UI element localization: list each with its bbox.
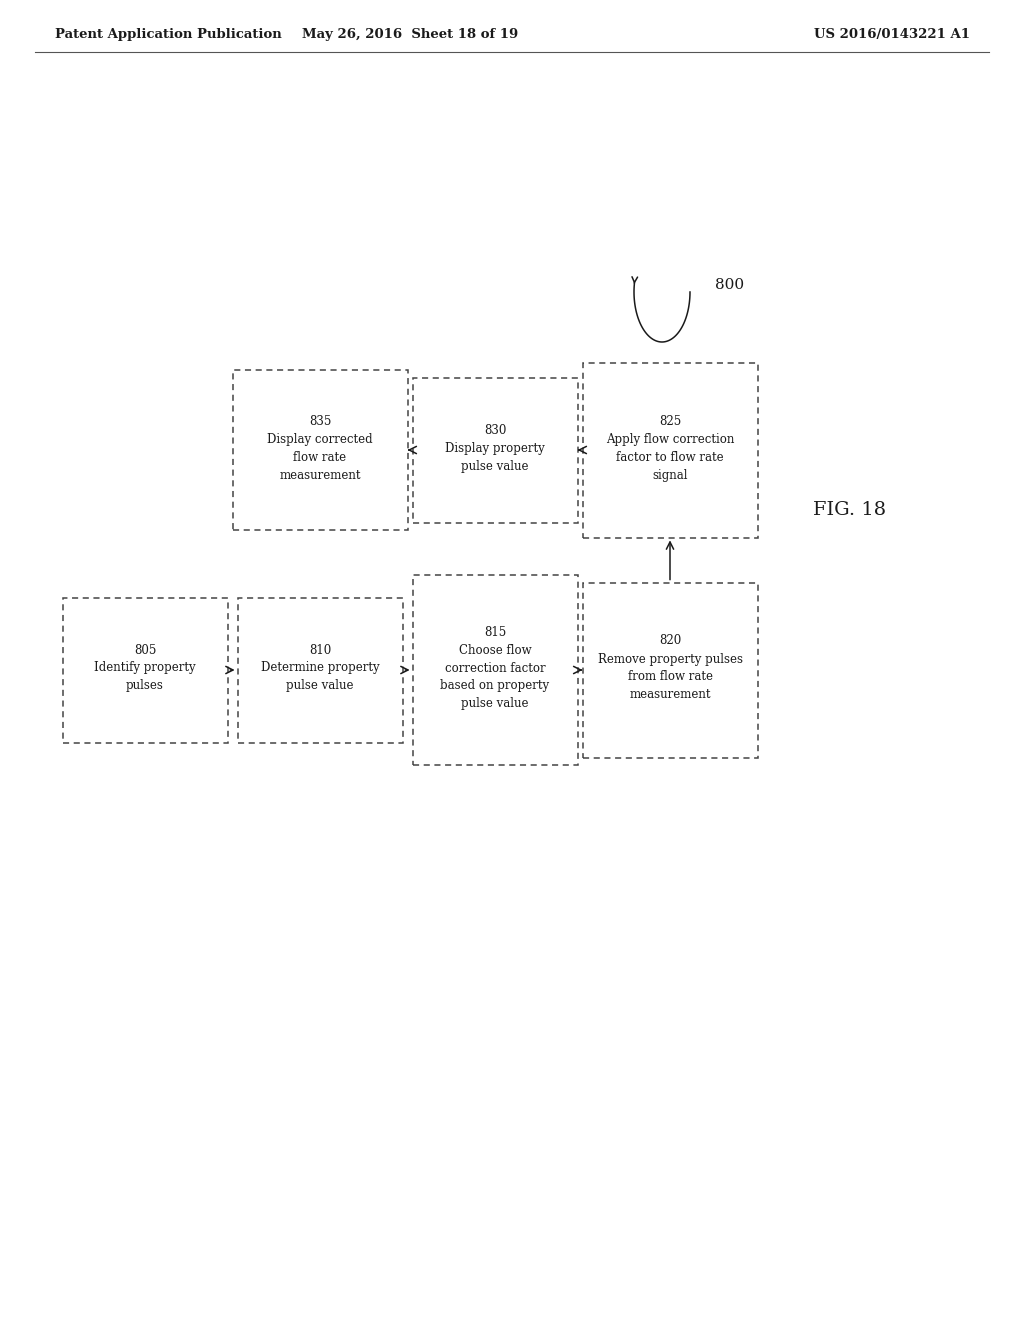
Text: 820
Remove property pulses
from flow rate
measurement: 820 Remove property pulses from flow rat… bbox=[597, 635, 742, 701]
Text: 835
Display corrected
flow rate
measurement: 835 Display corrected flow rate measurem… bbox=[267, 414, 373, 482]
Bar bbox=[413, 576, 578, 766]
Text: FIG. 18: FIG. 18 bbox=[813, 502, 887, 519]
Bar bbox=[413, 378, 578, 523]
Text: Patent Application Publication: Patent Application Publication bbox=[55, 28, 282, 41]
Bar bbox=[583, 363, 758, 537]
Text: 805
Identify property
pulses: 805 Identify property pulses bbox=[94, 644, 196, 693]
Bar bbox=[238, 598, 402, 742]
Text: May 26, 2016  Sheet 18 of 19: May 26, 2016 Sheet 18 of 19 bbox=[302, 28, 518, 41]
Bar bbox=[62, 598, 227, 742]
Bar bbox=[232, 370, 408, 531]
Text: 815
Choose flow
correction factor
based on property
pulse value: 815 Choose flow correction factor based … bbox=[440, 626, 550, 710]
Text: 825
Apply flow correction
factor to flow rate
signal: 825 Apply flow correction factor to flow… bbox=[606, 414, 734, 482]
Text: 830
Display property
pulse value: 830 Display property pulse value bbox=[445, 424, 545, 473]
Bar bbox=[583, 582, 758, 758]
Text: 810
Determine property
pulse value: 810 Determine property pulse value bbox=[261, 644, 379, 693]
Text: US 2016/0143221 A1: US 2016/0143221 A1 bbox=[814, 28, 970, 41]
Text: 800: 800 bbox=[715, 279, 744, 292]
